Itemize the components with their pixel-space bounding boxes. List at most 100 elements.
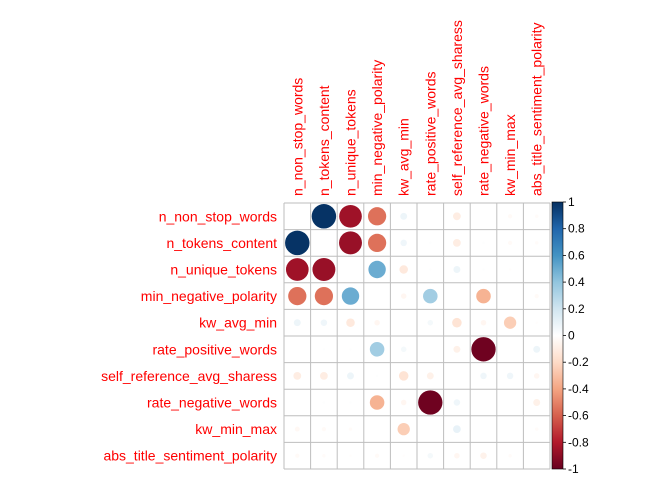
correlation-circle: [507, 240, 513, 246]
correlation-circle: [480, 452, 487, 459]
colorbar-tick-label: -0.4: [568, 382, 589, 396]
correlation-circle: [374, 319, 380, 326]
column-label: kw_avg_min: [396, 118, 412, 196]
correlation-circle: [453, 212, 461, 221]
correlation-circle: [453, 239, 461, 247]
column-label: kw_min_max: [502, 114, 518, 196]
correlation-circle: [535, 321, 538, 324]
correlation-circle: [427, 452, 434, 459]
correlation-circle: [339, 204, 362, 228]
column-label: n_unique_tokens: [343, 89, 359, 196]
column-label: min_negative_polarity: [369, 60, 385, 196]
row-label: abs_title_sentiment_polarity: [103, 448, 277, 464]
correlation-circle: [368, 260, 386, 279]
correlation-circle: [288, 286, 307, 306]
column-label: n_non_stop_words: [289, 78, 305, 196]
correlation-circle: [347, 372, 354, 380]
correlation-circle: [322, 401, 326, 404]
colorbar: 1 0.8 0.6 0.4 0.2 0 -0.2 -0.4 -0.6 -0.8 -1: [551, 195, 589, 476]
colorbar-gradient: [551, 201, 564, 470]
correlation-circle: [348, 427, 353, 431]
correlation-circle: [507, 214, 513, 219]
colorbar-tick-label: 0: [568, 329, 575, 343]
correlation-circle: [427, 319, 434, 326]
correlation-circle: [533, 345, 541, 353]
correlation-circle: [480, 319, 487, 326]
correlation-circle: [400, 212, 408, 220]
row-label: kw_min_max: [195, 421, 277, 437]
colorbar-tick-label: 0.2: [568, 302, 585, 316]
column-labels: n_non_stop_words n_tokens_content n_unique…: [289, 20, 544, 196]
column-label: n_tokens_content: [316, 85, 332, 196]
correlation-circle: [285, 258, 309, 281]
correlation-circle: [452, 317, 462, 328]
correlation-circle: [397, 422, 410, 436]
column-label: rate_positive_words: [422, 71, 438, 196]
correlation-circle: [399, 265, 408, 274]
column-label: abs_title_sentiment_polarity: [529, 22, 545, 196]
correlation-circle: [453, 399, 461, 406]
correlation-circle: [398, 371, 409, 381]
correlation-circle: [367, 233, 387, 253]
correlation-circle: [322, 453, 326, 458]
grid: [283, 202, 551, 470]
correlation-circle: [418, 390, 443, 415]
correlation-circle: [294, 426, 300, 432]
row-label: rate_negative_words: [147, 395, 277, 411]
correlation-circle: [454, 452, 460, 459]
correlation-circle: [508, 268, 512, 271]
correlation-circle: [400, 346, 407, 353]
correlation-circle: [341, 287, 360, 305]
correlation-circle: [349, 454, 352, 457]
column-label: rate_negative_words: [476, 66, 492, 196]
correlation-circle: [506, 372, 514, 380]
correlation-circle: [339, 231, 362, 255]
correlation-circle: [400, 239, 407, 247]
correlation-circle: [482, 268, 485, 271]
correlation-circle: [321, 426, 327, 432]
correlation-circles: [285, 204, 541, 459]
correlation-circle: [367, 207, 387, 226]
colorbar-tick-label: -1: [568, 462, 579, 476]
correlation-circle: [311, 204, 337, 229]
correlation-circle: [423, 288, 438, 304]
colorbar-tick-label: 0.6: [568, 248, 585, 262]
correlation-circle: [322, 348, 326, 351]
correlation-circle: [534, 241, 539, 245]
row-label: n_unique_tokens: [170, 262, 277, 278]
correlation-circle: [320, 372, 328, 380]
correlation-circle: [369, 395, 385, 410]
row-label: rate_positive_words: [152, 341, 277, 357]
correlation-circle: [534, 293, 539, 299]
correlation-circle: [295, 453, 300, 458]
correlation-circle: [400, 399, 407, 406]
correlation-circle: [503, 316, 517, 329]
colorbar-tick-label: -0.8: [568, 435, 589, 449]
correlation-circle: [482, 241, 485, 245]
correlation-circle: [369, 342, 385, 357]
correlation-circle: [374, 453, 380, 458]
correlation-circle: [429, 241, 432, 245]
colorbar-tick-label: 1: [568, 195, 575, 209]
colorbar-tick-label: -0.6: [568, 409, 589, 423]
correlation-circle: [349, 348, 352, 351]
correlation-circle: [349, 401, 352, 404]
correlation-circle: [453, 345, 461, 353]
correlation-circle: [533, 399, 541, 406]
row-label: n_tokens_content: [166, 235, 277, 251]
correlation-circle: [508, 453, 512, 458]
correlation-circle: [293, 372, 302, 380]
colorbar-tick-label: 0.8: [568, 222, 585, 236]
correlation-circle: [429, 268, 432, 271]
correlation-circle: [453, 266, 461, 273]
correlation-circle: [293, 319, 301, 327]
row-label: self_reference_avg_sharess: [101, 368, 277, 384]
column-label: self_reference_avg_sharess: [449, 20, 465, 196]
correlation-circle: [400, 293, 407, 299]
correlation-circle: [476, 288, 491, 304]
correlation-circle: [375, 374, 379, 378]
correlation-circle: [320, 319, 328, 326]
correlation-circle: [453, 425, 461, 433]
row-labels: n_non_stop_words n_tokens_content n_unique…: [101, 208, 277, 463]
